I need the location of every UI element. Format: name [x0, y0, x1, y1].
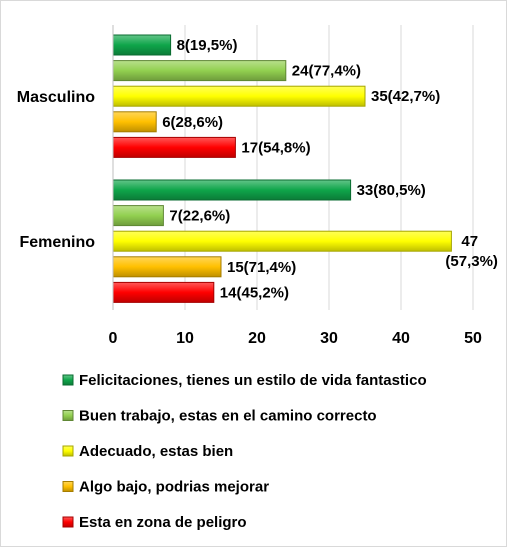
legend-swatch: [62, 410, 74, 421]
bar: [112, 34, 172, 56]
data-label: 8(19,5%): [177, 37, 238, 54]
data-label: (57,3%): [445, 253, 498, 270]
bar: [112, 281, 215, 303]
legend-swatch: [62, 481, 74, 492]
bar: [112, 85, 366, 107]
data-labels: 8(19,5%) 24(77,4%) 35(42,7%) 6(28,6%) 17(54,…: [162, 37, 498, 301]
x-tick-label: 20: [248, 330, 266, 347]
legend-entry: Felicitaciones, tienes un estilo de vida…: [79, 372, 427, 389]
legend: Felicitaciones, tienes un estilo de vida…: [62, 372, 427, 531]
category-label: Femenino: [19, 234, 95, 251]
data-label: 6(28,6%): [162, 114, 223, 131]
legend-swatch: [62, 516, 74, 528]
data-label: 47: [461, 233, 478, 250]
legend-entry: Esta en zona de peligro: [79, 514, 247, 531]
bar: [112, 179, 352, 201]
legend-entry: Buen trabajo, estas en el camino correct…: [79, 408, 377, 425]
legend-entry: Algo bajo, podrias mejorar: [79, 479, 269, 496]
bars: [112, 34, 452, 303]
x-tick-label: 40: [392, 330, 410, 347]
bar: [112, 230, 452, 252]
category-label: Masculino: [17, 89, 95, 106]
bar: [112, 205, 164, 227]
data-label: 15(71,4%): [227, 259, 296, 276]
data-label: 24(77,4%): [292, 63, 361, 80]
legend-swatch: [62, 374, 74, 386]
x-tick-label: 30: [320, 330, 338, 347]
bar: [112, 256, 222, 278]
x-tick-label: 50: [464, 330, 482, 347]
x-tick-label: 10: [176, 330, 194, 347]
data-label: 7(22,6%): [169, 208, 230, 225]
bar: [112, 136, 236, 158]
legend-swatch: [62, 445, 74, 457]
data-label: 17(54,8%): [241, 139, 310, 156]
data-label: 14(45,2%): [220, 284, 289, 301]
x-axis: 0 10 20 30 40 50: [109, 25, 482, 347]
legend-entry: Adecuado, estas bien: [79, 443, 233, 460]
data-label: 33(80,5%): [357, 182, 426, 199]
x-tick-label: 0: [109, 330, 118, 347]
bar: [112, 111, 157, 133]
category-labels: Masculino Femenino: [17, 89, 95, 251]
bar: [112, 60, 287, 82]
data-label: 35(42,7%): [371, 88, 440, 105]
